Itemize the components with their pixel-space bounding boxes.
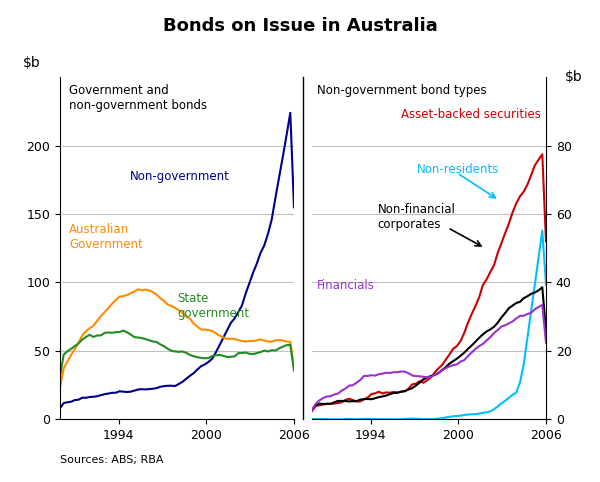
Text: Government and
non-government bonds: Government and non-government bonds [70, 84, 208, 112]
Text: Bonds on Issue in Australia: Bonds on Issue in Australia [163, 17, 437, 35]
Text: Non-government bond types: Non-government bond types [317, 84, 487, 97]
Text: Australian
Government: Australian Government [70, 223, 143, 251]
Text: State
government: State government [177, 292, 249, 320]
Text: Asset-backed securities: Asset-backed securities [401, 108, 541, 121]
Y-axis label: $b: $b [565, 70, 583, 84]
Text: Non-residents: Non-residents [418, 163, 500, 176]
Text: Financials: Financials [317, 279, 374, 292]
Text: Non-financial
corporates: Non-financial corporates [377, 203, 455, 231]
Y-axis label: $b: $b [23, 56, 41, 70]
Text: Non-government: Non-government [130, 170, 230, 183]
Text: Sources: ABS; RBA: Sources: ABS; RBA [60, 455, 163, 465]
